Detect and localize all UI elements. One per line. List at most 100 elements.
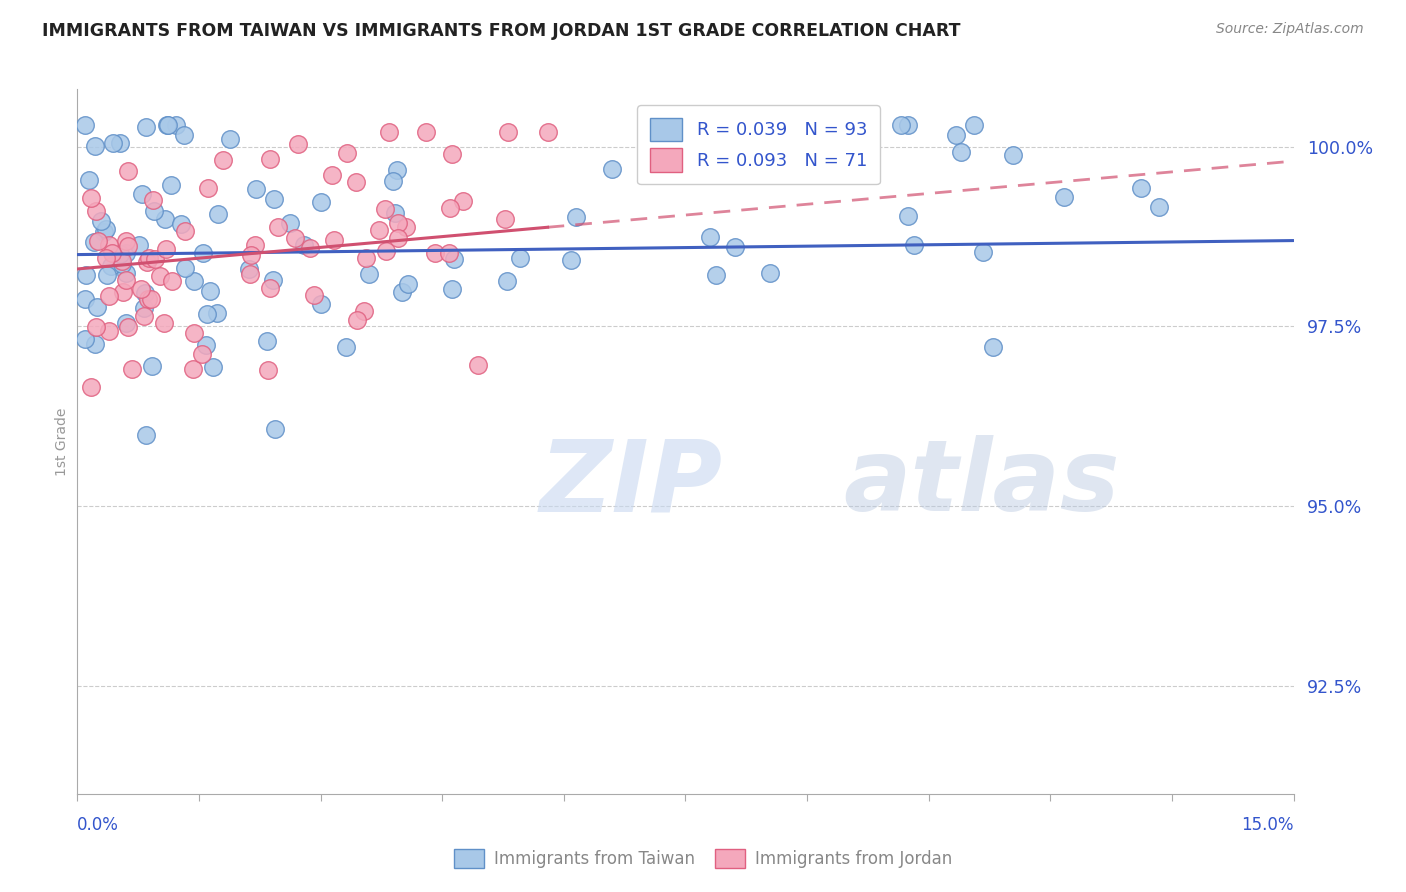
Point <box>169 217 191 231</box>
Point <box>395 219 418 234</box>
Point <box>453 194 475 209</box>
Point <box>97 289 120 303</box>
Point <box>135 428 157 442</box>
Point <box>897 118 920 132</box>
Point <box>149 269 172 284</box>
Point <box>565 210 588 224</box>
Point <box>160 274 183 288</box>
Point <box>173 260 195 275</box>
Point <box>156 118 179 132</box>
Point <box>321 168 343 182</box>
Point <box>385 162 408 177</box>
Point <box>152 316 174 330</box>
Point <box>699 230 721 244</box>
Text: ZIP: ZIP <box>540 435 723 533</box>
Point <box>298 241 321 255</box>
Point <box>245 238 267 252</box>
Point <box>387 216 409 230</box>
Point <box>748 118 770 132</box>
Point <box>367 223 389 237</box>
Point <box>245 182 267 196</box>
Point <box>131 186 153 201</box>
Point <box>75 332 97 346</box>
Point <box>84 203 107 218</box>
Point <box>496 274 519 288</box>
Point <box>100 246 122 260</box>
Point <box>323 233 346 247</box>
Point <box>141 359 163 373</box>
Point <box>309 296 332 310</box>
Point <box>238 262 260 277</box>
Point <box>138 251 160 265</box>
Point <box>441 147 464 161</box>
Point <box>96 252 118 266</box>
Point <box>439 202 461 216</box>
Point <box>263 192 285 206</box>
Point <box>143 203 166 218</box>
Point <box>292 238 315 252</box>
Point <box>181 361 204 376</box>
Point <box>357 267 380 281</box>
Point <box>378 125 401 139</box>
Point <box>191 246 214 260</box>
Point <box>121 361 143 376</box>
Text: 0.0%: 0.0% <box>77 816 120 834</box>
Point <box>661 118 683 132</box>
Point <box>972 245 994 260</box>
Point <box>212 153 235 167</box>
Point <box>536 125 558 139</box>
Point <box>135 255 157 269</box>
Point <box>77 173 100 187</box>
Point <box>75 268 97 282</box>
Point <box>467 358 489 372</box>
Point <box>945 128 967 143</box>
Point <box>219 132 242 146</box>
Point <box>142 193 165 207</box>
Point <box>183 326 205 340</box>
Point <box>602 162 624 177</box>
Point <box>165 118 187 132</box>
Point <box>195 338 218 352</box>
Point <box>344 175 367 189</box>
Point <box>134 286 156 301</box>
Point <box>117 320 139 334</box>
Point <box>280 216 302 230</box>
Point <box>1129 180 1152 194</box>
Point <box>90 214 112 228</box>
Point <box>195 306 218 320</box>
Point <box>155 211 177 226</box>
Point <box>309 194 332 209</box>
Text: Source: ZipAtlas.com: Source: ZipAtlas.com <box>1216 22 1364 37</box>
Point <box>981 341 1004 355</box>
Point <box>75 118 97 132</box>
Point <box>494 212 516 227</box>
Point <box>155 118 177 132</box>
Point <box>191 347 214 361</box>
Point <box>114 246 136 260</box>
Point <box>374 244 396 259</box>
Point <box>1001 148 1024 162</box>
Point <box>97 324 120 338</box>
Point <box>112 285 135 299</box>
Point <box>160 178 183 193</box>
Point <box>115 273 138 287</box>
Text: IMMIGRANTS FROM TAIWAN VS IMMIGRANTS FROM JORDAN 1ST GRADE CORRELATION CHART: IMMIGRANTS FROM TAIWAN VS IMMIGRANTS FRO… <box>42 22 960 40</box>
Point <box>115 234 138 248</box>
Point <box>354 251 377 265</box>
Point <box>115 266 138 280</box>
Point <box>111 257 134 271</box>
Point <box>201 360 224 375</box>
Point <box>117 164 139 178</box>
Point <box>496 125 519 139</box>
Point <box>890 118 912 132</box>
Point <box>132 309 155 323</box>
Point <box>136 292 159 306</box>
Point <box>384 205 406 219</box>
Point <box>425 246 447 260</box>
Point <box>200 285 222 299</box>
Point <box>287 136 309 151</box>
Point <box>239 267 262 281</box>
Point <box>139 293 162 307</box>
Point <box>374 202 396 216</box>
Point <box>723 122 745 136</box>
